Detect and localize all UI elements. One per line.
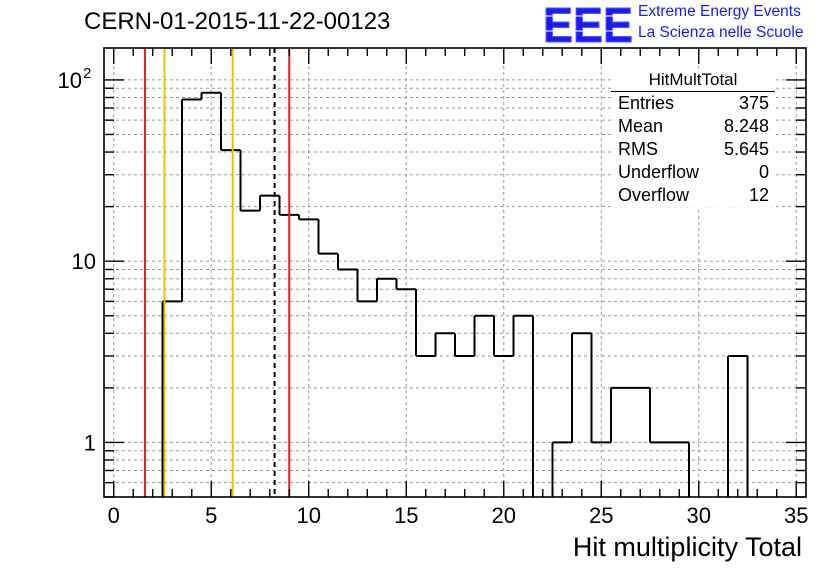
y-tick-label: 10 [58,68,82,93]
x-tick-label: 0 [108,503,120,528]
x-tick-label: 10 [297,503,321,528]
y-tick-exponent: 2 [83,65,91,82]
stats-row-rms: RMS 5.645 [611,138,775,161]
x-tick-label: 25 [589,503,613,528]
stats-value: 5.645 [723,139,769,159]
org-name-line2: La Scienza nelle Scuole [638,24,804,41]
x-tick-label: 15 [394,503,418,528]
x-tick-label: 35 [784,503,808,528]
stats-label: Mean [618,116,664,136]
logo-text: EEE [543,2,633,48]
stats-row-overflow: Overflow 12 [611,184,775,207]
stats-title: HitMultTotal [611,70,775,92]
y-tick-label: 1 [84,430,96,455]
threshold-lines [143,48,291,497]
stats-label: Entries [618,93,675,113]
stats-value: 0 [758,162,769,182]
eee-logo: EEE [543,2,634,48]
stats-value: 8.248 [723,116,769,136]
plot-border [103,47,807,498]
x-tick-label: 30 [687,503,711,528]
x-tick-label: 20 [492,503,516,528]
stats-label: RMS [618,139,658,159]
org-name-line1: Extreme Energy Events [638,3,801,20]
stats-value: 375 [738,93,769,113]
x-axis-title: Hit multiplicity Total [572,532,802,562]
stats-label: Underflow [618,162,700,182]
run-title: CERN-01-2015-11-22-00123 [84,8,391,35]
stats-value: 12 [748,185,769,205]
stats-row-entries: Entries 375 [611,92,775,115]
stats-row-underflow: Underflow 0 [611,161,775,184]
histogram-series [161,91,749,497]
y-tick-label: 10 [72,249,96,274]
x-tick-label: 5 [205,503,217,528]
stats-row-mean: Mean 8.248 [611,115,775,138]
stats-label: Overflow [618,185,690,205]
stats-box: HitMultTotal Entries 375 Mean 8.248 RMS … [611,70,775,207]
plot-frame [103,47,807,498]
axis-ticks [104,48,806,498]
